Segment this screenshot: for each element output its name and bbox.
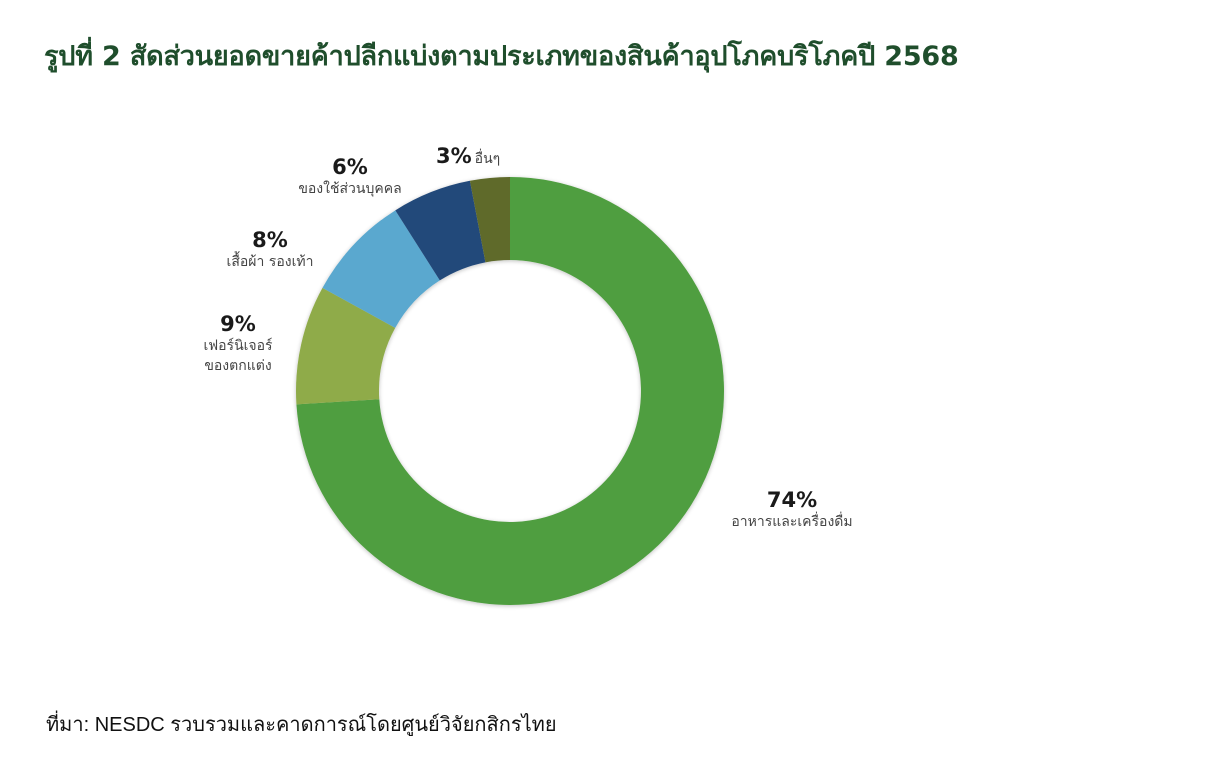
label-food-name: อาหารและเครื่องดื่ม <box>731 514 853 530</box>
label-food: 74% อาหารและเครื่องดื่ม <box>712 488 872 532</box>
chart-title: รูปที่ 2 สัดส่วนยอดขายค้าปลีกแบ่งตามประเ… <box>44 41 959 72</box>
label-other-pct: 3% <box>436 144 472 168</box>
label-personal: 6% ของใช้ส่วนบุคคล <box>288 155 412 199</box>
donut-segment-personal <box>395 180 486 281</box>
label-clothing: 8% เสื้อผ้า รองเท้า <box>200 228 340 272</box>
donut-segment-furniture <box>296 287 396 405</box>
donut-segment-food <box>296 177 724 605</box>
label-furniture-name-line1: เฟอร์นิเจอร์ <box>203 338 273 354</box>
label-furniture: 9% เฟอร์นิเจอร์ ของตกแต่ง <box>184 312 292 376</box>
label-clothing-name: เสื้อผ้า รองเท้า <box>226 254 314 270</box>
label-other: 3% อื่นๆ <box>436 144 546 170</box>
donut-segment-other <box>469 177 510 263</box>
label-furniture-name-line2: ของตกแต่ง <box>204 358 272 374</box>
donut-segment-clothing <box>322 210 440 328</box>
label-personal-pct: 6% <box>332 155 368 179</box>
label-furniture-pct: 9% <box>220 312 256 336</box>
label-clothing-pct: 8% <box>252 228 288 252</box>
label-personal-name: ของใช้ส่วนบุคคล <box>298 181 402 197</box>
label-other-name: อื่นๆ <box>474 151 501 167</box>
source-note: ที่มา: NESDC รวบรวมและคาดการณ์โดยศูนย์วิ… <box>46 714 557 736</box>
label-food-pct: 74% <box>766 488 818 512</box>
